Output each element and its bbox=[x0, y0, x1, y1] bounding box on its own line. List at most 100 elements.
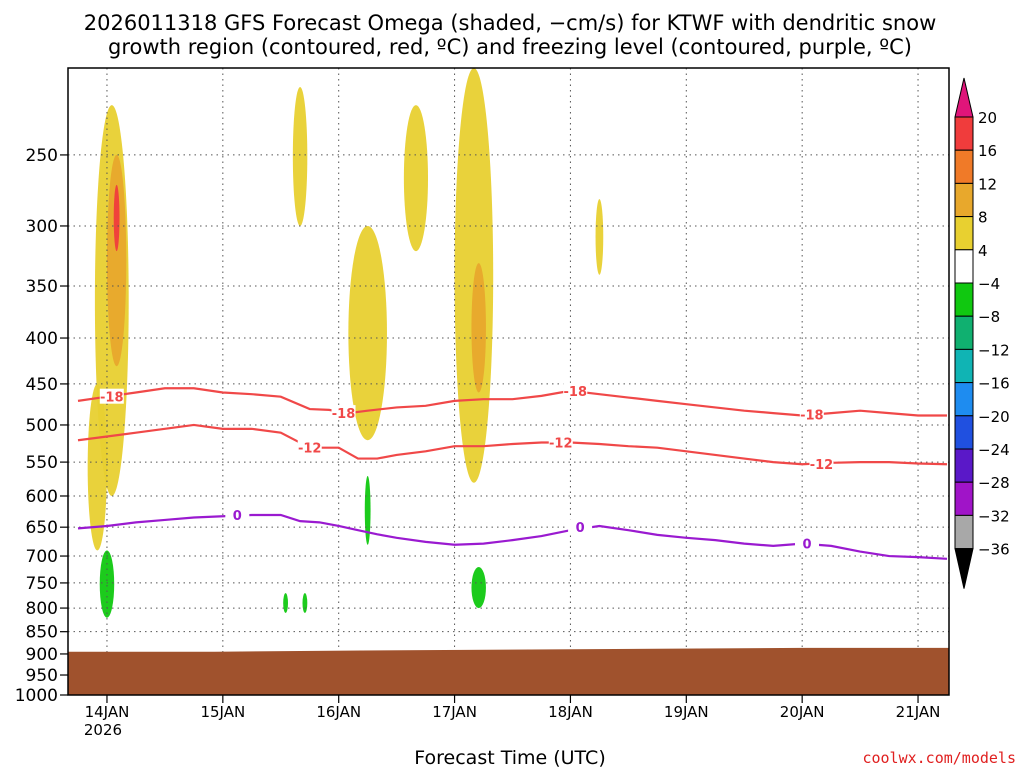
colorbar-label-4: 4 bbox=[978, 242, 988, 260]
contour-lines: -18 -18 -18 -18 -12 -12 -12 0 0 0 bbox=[77, 382, 948, 560]
contour-line-0 bbox=[77, 387, 947, 417]
omega-blob-1 bbox=[106, 154, 127, 367]
contour-label-bg-0-1 bbox=[331, 405, 356, 421]
omega-blob-14 bbox=[302, 593, 308, 613]
colorbar-segment-10 bbox=[954, 448, 974, 483]
colorbar-segment-12 bbox=[954, 514, 974, 550]
y-tick-label-10: 750 bbox=[26, 574, 58, 594]
omega-blob-4 bbox=[292, 87, 308, 226]
y-tick-label-3: 400 bbox=[26, 329, 58, 349]
colorbar-top-arrow bbox=[954, 77, 974, 118]
colorbar-label-13: −36 bbox=[978, 541, 1010, 559]
colorbar-segment-7 bbox=[954, 348, 974, 384]
x-tick-label-0: 14JAN bbox=[85, 703, 130, 721]
x-tick-label-7: 21JAN bbox=[896, 703, 941, 721]
plot-area bbox=[68, 68, 949, 695]
omega-blob-9 bbox=[595, 199, 604, 275]
contour-label-bg-1-0 bbox=[297, 439, 322, 455]
omega-blob-6 bbox=[403, 105, 429, 252]
x-tick-label-6: 20JAN bbox=[780, 703, 825, 721]
y-axis-ticks: 2503003504004505005506006507007508008509… bbox=[15, 146, 68, 706]
contour-label-bg-1-2 bbox=[809, 456, 834, 472]
colorbar-segment-5 bbox=[954, 282, 974, 317]
y-tick-label-7: 600 bbox=[26, 487, 58, 507]
y-tick-label-5: 500 bbox=[26, 416, 58, 436]
contour-label-bg-2-1 bbox=[568, 519, 593, 535]
contour-label-1-1: -12 bbox=[549, 436, 573, 451]
y-tick-label-8: 650 bbox=[26, 518, 58, 538]
colorbar-segment-6 bbox=[954, 315, 974, 350]
contour-label-bg-0-0 bbox=[99, 388, 124, 404]
colorbar-segment-2 bbox=[954, 182, 974, 218]
omega-blob-13 bbox=[283, 593, 289, 613]
omega-blob-10 bbox=[99, 550, 115, 618]
y-tick-label-11: 800 bbox=[26, 599, 58, 619]
colorbar-label-7: −12 bbox=[978, 341, 1010, 359]
contour-label-2-0: 0 bbox=[233, 509, 242, 524]
colorbar-label-11: −28 bbox=[978, 474, 1010, 492]
contour-label-bg-2-2 bbox=[794, 535, 819, 551]
colorbar-label-9: −20 bbox=[978, 408, 1010, 426]
omega-blob-7 bbox=[454, 68, 494, 483]
colorbar-label-8: −16 bbox=[978, 375, 1010, 393]
contour-label-bg-2-0 bbox=[225, 507, 250, 523]
contour-label-2-1: 0 bbox=[576, 521, 585, 536]
contour-label-1-2: -12 bbox=[810, 458, 834, 473]
colorbar-segment-3 bbox=[954, 216, 974, 251]
colorbar-segment-4 bbox=[954, 249, 974, 284]
x-tick-label-3: 17JAN bbox=[432, 703, 477, 721]
y-tick-label-13: 900 bbox=[26, 645, 58, 665]
contour-label-bg-1-1 bbox=[548, 434, 573, 450]
omega-blob-5 bbox=[348, 225, 387, 441]
omega-blob-8 bbox=[471, 263, 486, 393]
colorbar: 20 16 12 8 4 −4 −8 −12 −16 −20 −24 −28 −32 −36 bbox=[954, 77, 1010, 589]
colorbar-segment-8 bbox=[954, 382, 974, 417]
omega-shading bbox=[87, 68, 604, 618]
contour-label-2-2: 0 bbox=[802, 538, 811, 553]
contour-label-bg-0-3 bbox=[799, 406, 824, 422]
colorbar-label-6: −8 bbox=[978, 308, 1000, 326]
colorbar-bottom-arrow bbox=[954, 548, 974, 589]
chart-title-line2: growth region (contoured, red, ºC) and f… bbox=[108, 35, 912, 59]
x-tick-label-4: 18JAN bbox=[548, 703, 593, 721]
y-tick-label-0: 250 bbox=[26, 146, 58, 166]
colorbar-segment-1 bbox=[954, 149, 974, 184]
y-tick-label-6: 550 bbox=[26, 453, 58, 473]
colorbar-segment-9 bbox=[954, 415, 974, 450]
x-tick-label-2: 16JAN bbox=[316, 703, 361, 721]
colorbar-label-1: 16 bbox=[978, 142, 997, 160]
omega-blob-12 bbox=[364, 476, 371, 545]
chart-title-line1: 2026011318 GFS Forecast Omega (shaded, −… bbox=[84, 11, 937, 35]
y-tick-label-12: 850 bbox=[26, 623, 58, 643]
contour-label-0-1: -18 bbox=[332, 407, 356, 422]
y-tick-label-1: 300 bbox=[26, 217, 58, 237]
colorbar-segment-11 bbox=[954, 481, 974, 516]
omega-blob-3 bbox=[87, 383, 107, 551]
colorbar-label-2: 12 bbox=[978, 175, 997, 193]
y-tick-label-9: 700 bbox=[26, 547, 58, 567]
contour-label-0-2: -18 bbox=[564, 385, 588, 400]
y-tick-label-2: 350 bbox=[26, 277, 58, 297]
omega-blob-2 bbox=[113, 184, 120, 252]
colorbar-label-0: 20 bbox=[978, 109, 997, 127]
y-tick-label-4: 450 bbox=[26, 375, 58, 395]
contour-label-0-3: -18 bbox=[800, 409, 824, 424]
y-tick-label-14: 950 bbox=[26, 666, 58, 686]
colorbar-segment-0 bbox=[954, 116, 974, 151]
x-axis-label: Forecast Time (UTC) bbox=[414, 747, 605, 768]
colorbar-label-3: 8 bbox=[978, 209, 988, 227]
terrain-below-surface bbox=[68, 647, 949, 695]
plot-frame bbox=[67, 67, 950, 696]
y-tick-label-15: 1000 bbox=[15, 686, 58, 706]
x-tick-sublabel-0: 2026 bbox=[84, 721, 122, 739]
x-tick-label-5: 19JAN bbox=[664, 703, 709, 721]
omega-blob-11 bbox=[471, 567, 486, 609]
credit-text: coolwx.com/models bbox=[862, 749, 1016, 767]
colorbar-label-10: −24 bbox=[978, 441, 1010, 459]
colorbar-label-5: −4 bbox=[978, 275, 1000, 293]
colorbar-label-12: −32 bbox=[978, 507, 1010, 525]
contour-line-1 bbox=[77, 423, 948, 466]
contour-label-1-0: -12 bbox=[298, 442, 322, 457]
